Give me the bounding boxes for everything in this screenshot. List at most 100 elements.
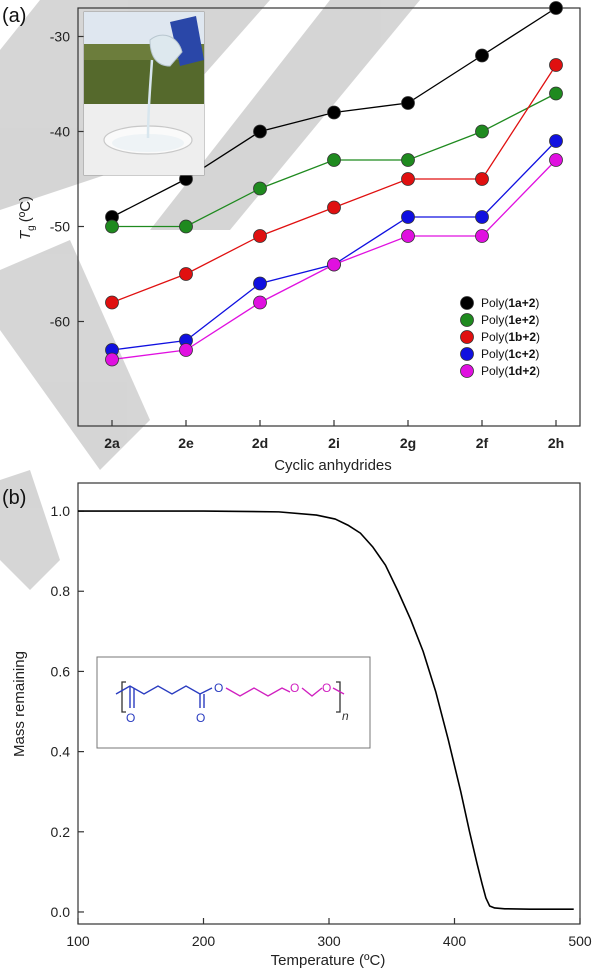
panel-a-series xyxy=(105,1,563,367)
photo-inset xyxy=(83,11,205,176)
legend-marker xyxy=(460,364,474,378)
y-tick-label: -60 xyxy=(50,314,70,330)
legend-label: Poly(1b+2) xyxy=(481,330,540,344)
legend-bold: 1b+2 xyxy=(508,330,536,344)
data-point xyxy=(549,58,563,72)
legend-bold: 1c+2 xyxy=(508,347,535,361)
data-point xyxy=(253,124,267,139)
y-label-sub: g xyxy=(26,225,37,231)
panel-a-x-label: Cyclic anhydrides xyxy=(274,457,392,474)
x-tick-label: 2i xyxy=(328,435,340,451)
legend-prefix: Poly( xyxy=(481,296,508,310)
panel-b-x-label: Temperature (ºC) xyxy=(271,952,386,969)
data-point xyxy=(105,352,119,367)
y-tick-label: 0.8 xyxy=(51,583,71,599)
x-tick-label: 2d xyxy=(252,435,268,451)
data-point xyxy=(549,86,563,101)
data-point xyxy=(549,1,563,15)
x-tick-label: 200 xyxy=(192,933,216,949)
data-point xyxy=(253,181,267,196)
background-watermark xyxy=(0,0,420,590)
legend-label: Poly(1c+2) xyxy=(481,347,539,361)
x-tick-label: 2a xyxy=(104,435,120,451)
ether-o-1: O xyxy=(290,681,299,695)
chemical-structure-inset: O O O O O n xyxy=(96,656,371,749)
repeat-subscript: n xyxy=(342,709,349,723)
data-point xyxy=(401,96,415,110)
panel-label-a: (a) xyxy=(2,5,26,27)
y-tick-label: 0.2 xyxy=(51,824,71,840)
legend-bold: 1d+2 xyxy=(508,364,536,378)
legend-suffix: ) xyxy=(535,347,539,361)
data-point xyxy=(401,229,415,243)
data-point xyxy=(549,153,563,167)
x-tick-label: 500 xyxy=(568,933,592,949)
y-label-main: T xyxy=(17,229,34,240)
data-point xyxy=(401,210,415,224)
legend-prefix: Poly( xyxy=(481,330,508,344)
data-point xyxy=(475,124,489,139)
x-tick-label: 2e xyxy=(178,435,194,451)
x-tick-label: 2f xyxy=(476,435,489,451)
ether-o-2: O xyxy=(322,681,331,695)
tga-curve xyxy=(78,510,574,910)
legend-prefix: Poly( xyxy=(481,313,508,327)
data-point xyxy=(327,200,341,215)
y-tick-label: -30 xyxy=(50,29,70,45)
legend-prefix: Poly( xyxy=(481,364,508,378)
legend-marker xyxy=(460,296,474,310)
data-point xyxy=(179,219,193,234)
data-point xyxy=(253,276,267,291)
panel-a-y-axis: -30 -40 -50 -60 xyxy=(50,29,84,330)
data-point xyxy=(253,295,267,310)
data-point xyxy=(475,210,489,224)
data-point xyxy=(179,267,193,281)
y-tick-label: -50 xyxy=(50,219,70,235)
data-point xyxy=(475,229,489,243)
panel-a-y-label: Tg (ºC) xyxy=(17,196,37,240)
x-tick-label: 100 xyxy=(66,933,90,949)
legend-bold: 1e+2 xyxy=(508,313,535,327)
panel-a-x-axis: 2a 2e 2d 2i 2g 2f 2h xyxy=(104,420,564,451)
legend-marker xyxy=(460,330,474,344)
data-point xyxy=(475,48,489,63)
data-point xyxy=(327,257,341,272)
panel-label-b: (b) xyxy=(2,487,26,509)
data-point xyxy=(253,229,267,243)
panel-b-x-axis: 100 200 300 400 500 xyxy=(66,918,592,949)
panel-a-legend: Poly(1a+2)Poly(1e+2)Poly(1b+2)Poly(1c+2)… xyxy=(460,296,540,378)
panel-b-y-axis: 0.0 0.2 0.4 0.6 0.8 1.0 xyxy=(51,503,84,920)
panel-a-frame xyxy=(77,7,581,427)
y-tick-label: -40 xyxy=(50,124,70,140)
panel-b-series xyxy=(78,510,574,910)
data-point xyxy=(401,172,415,186)
ester-o: O xyxy=(214,681,223,695)
x-tick-label: 2h xyxy=(548,435,564,451)
data-point xyxy=(105,219,119,234)
carbonyl-o-2: O xyxy=(196,711,205,725)
legend-suffix: ) xyxy=(536,364,540,378)
carbonyl-o-1: O xyxy=(126,711,135,725)
legend-marker xyxy=(460,313,474,327)
legend-suffix: ) xyxy=(535,313,539,327)
y-tick-label: 0.0 xyxy=(51,904,71,920)
y-tick-label: 0.4 xyxy=(51,744,71,760)
data-point xyxy=(327,105,341,120)
x-tick-label: 2g xyxy=(400,435,416,451)
y-tick-label: 1.0 xyxy=(51,503,71,519)
legend-label: Poly(1a+2) xyxy=(481,296,539,310)
legend-suffix: ) xyxy=(536,330,540,344)
legend-bold: 1a+2 xyxy=(508,296,535,310)
legend-suffix: ) xyxy=(535,296,539,310)
legend-prefix: Poly( xyxy=(481,347,508,361)
panel-b-y-label: Mass remaining xyxy=(11,651,28,757)
data-point xyxy=(475,172,489,186)
x-tick-label: 300 xyxy=(317,933,341,949)
data-point xyxy=(105,295,119,310)
x-tick-label: 400 xyxy=(443,933,467,949)
data-point xyxy=(401,153,415,167)
legend-label: Poly(1d+2) xyxy=(481,364,540,378)
data-point xyxy=(179,343,193,357)
data-point xyxy=(327,153,341,167)
